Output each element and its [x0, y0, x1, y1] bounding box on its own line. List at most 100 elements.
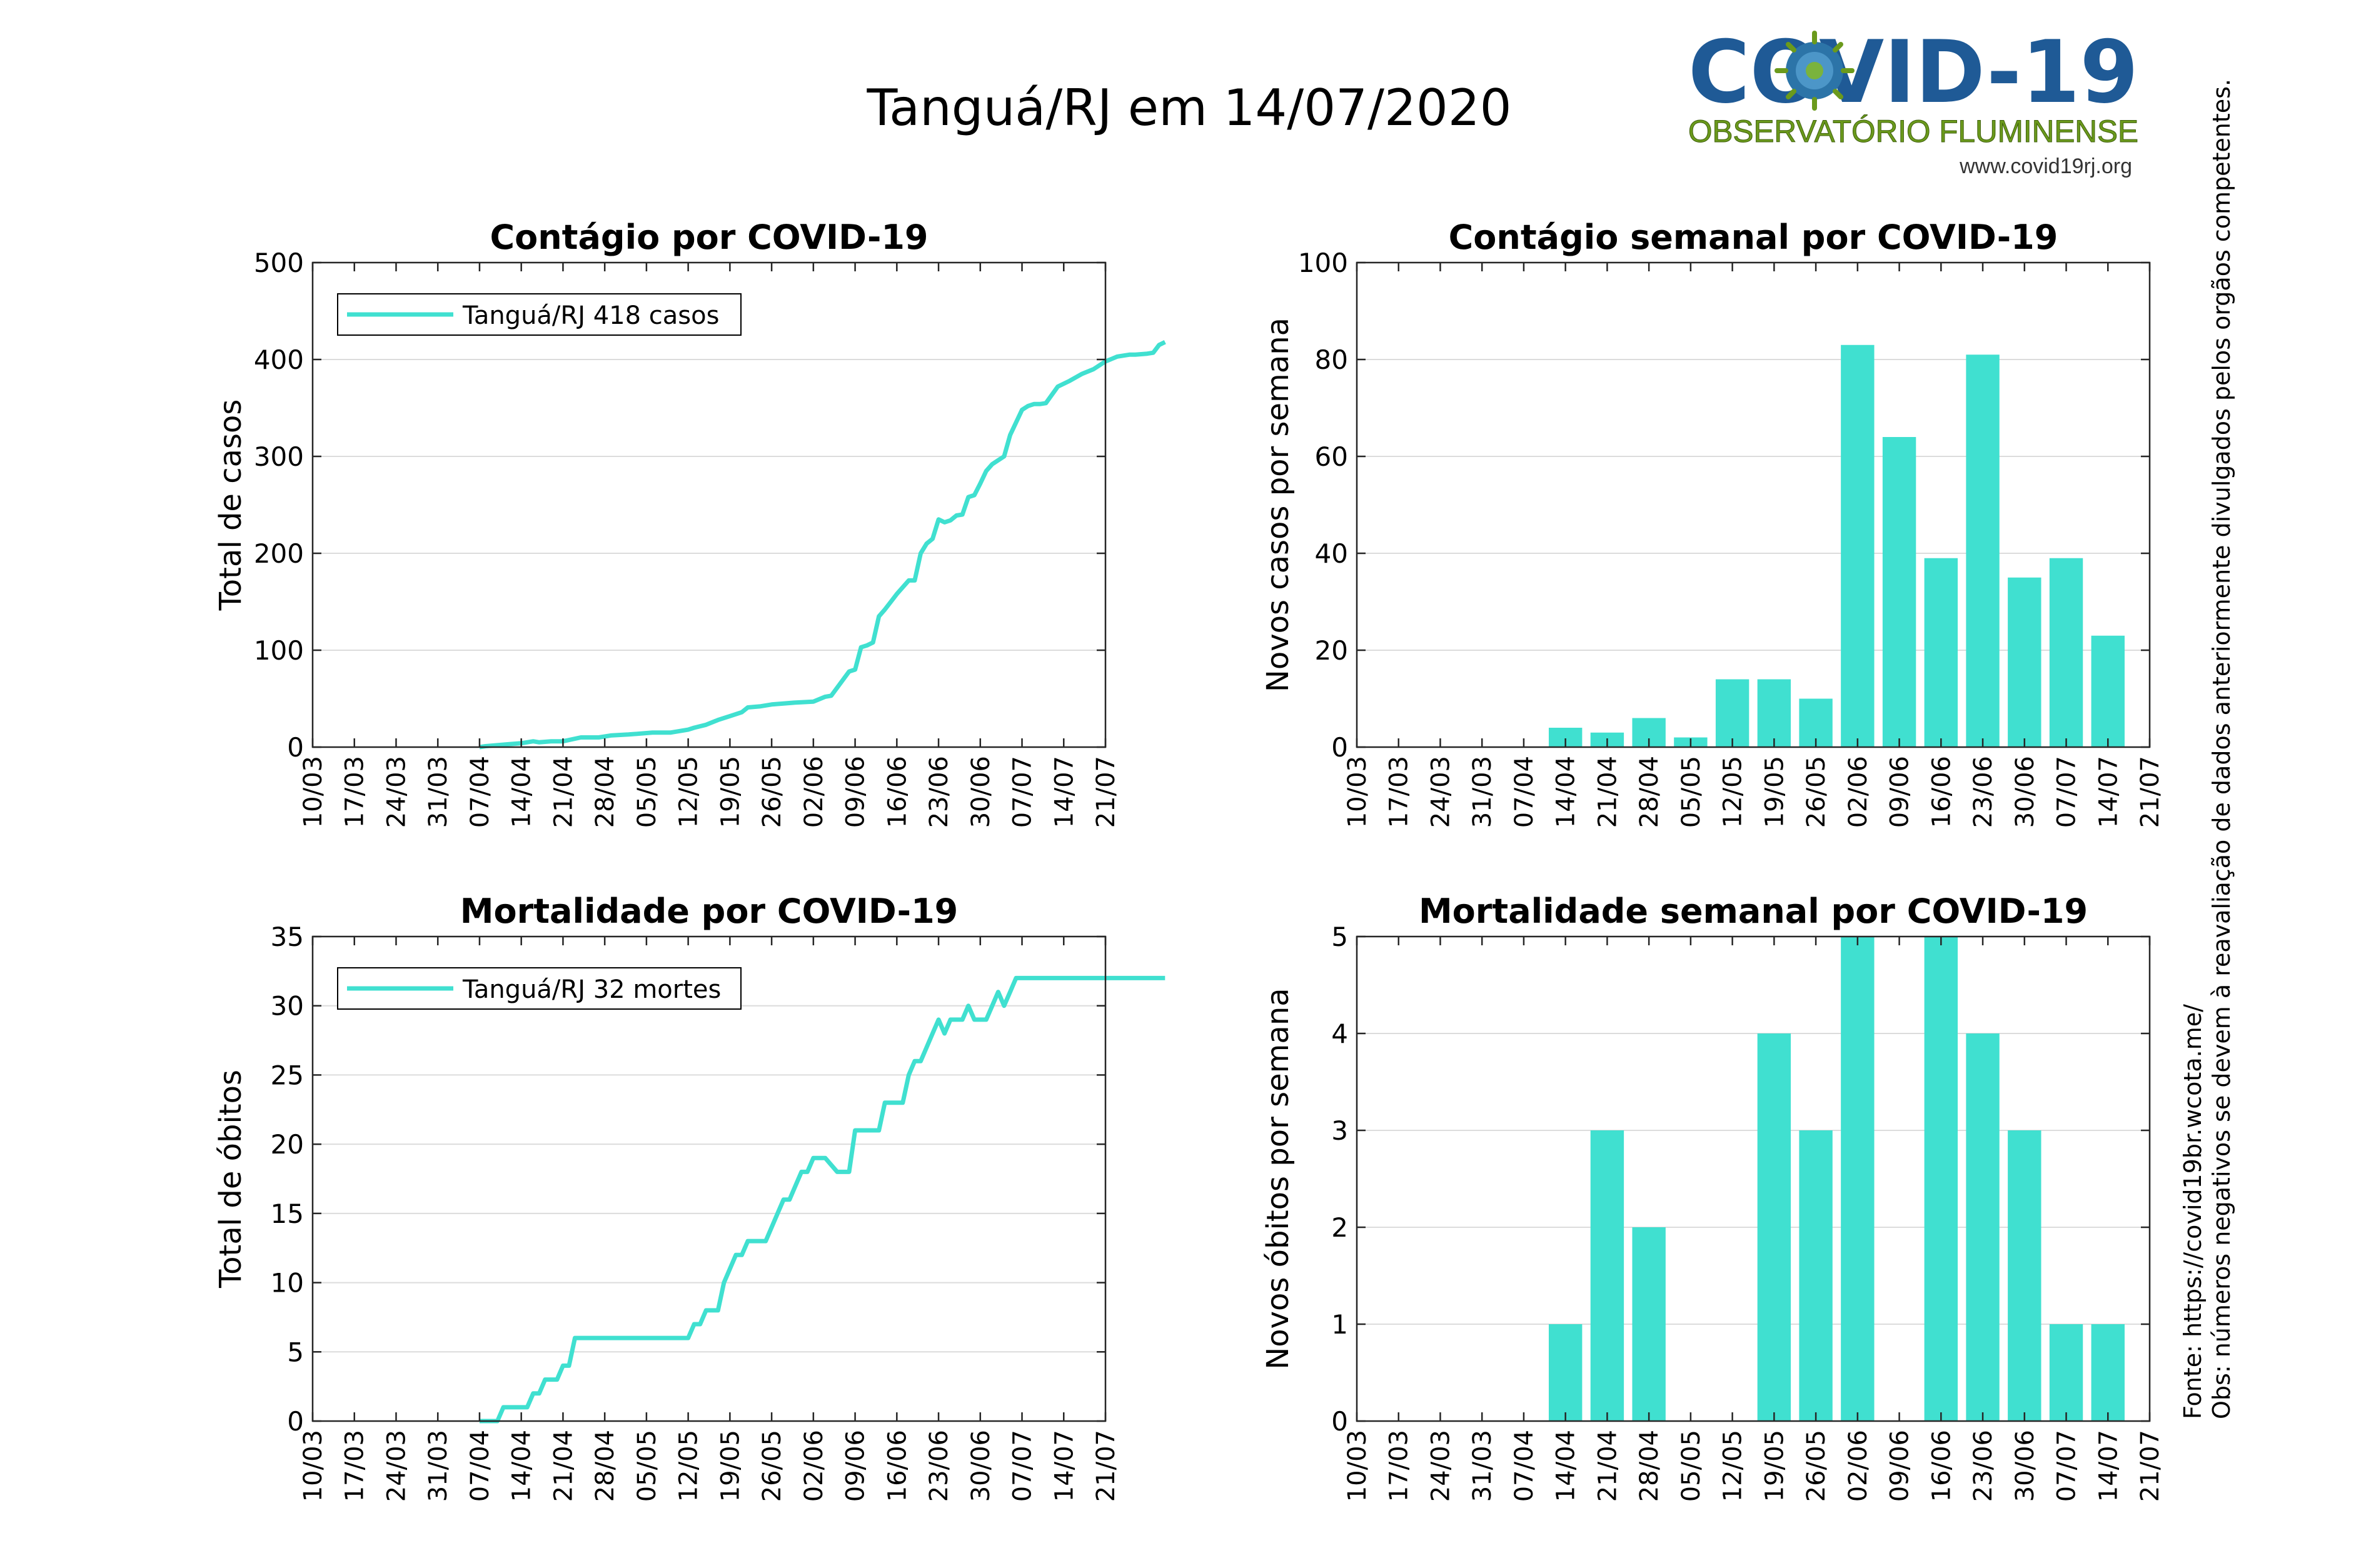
x-tick-label: 05/05 [1677, 756, 1706, 828]
bar [1924, 937, 1958, 1421]
y-tick-label: 0 [287, 732, 304, 763]
x-tick-label: 05/05 [633, 1430, 662, 1502]
x-tick-label: 30/06 [967, 1430, 995, 1502]
bar [1966, 354, 2000, 747]
x-tick-label: 24/03 [1426, 756, 1455, 828]
legend: Tanguá/RJ 418 casos [337, 293, 742, 336]
bar [1715, 679, 1749, 747]
chart-title: Mortalidade por COVID-19 [460, 892, 958, 931]
x-tick-label: 19/05 [716, 756, 745, 828]
x-tick-label: 12/05 [675, 1430, 703, 1502]
x-tick-label: 02/06 [1844, 756, 1873, 828]
x-tick-label: 14/07 [1050, 1430, 1079, 1502]
bar [1757, 679, 1791, 747]
x-tick-label: 07/07 [2053, 1430, 2082, 1502]
y-tick-label: 500 [254, 248, 304, 278]
chart-title: Contágio por COVID-19 [490, 218, 928, 257]
x-tick-label: 17/03 [1385, 1430, 1414, 1502]
chart-cumulative-cases: 0 100 200 300 400 500 10/03 17/03 24/03 31/03 07/0… [213, 218, 1166, 828]
x-tick-label: 12/05 [1719, 1430, 1748, 1502]
x-tick-label: 12/05 [1719, 756, 1748, 828]
y-tick-label: 1 [1331, 1309, 1348, 1340]
x-tick-label: 26/05 [758, 756, 787, 828]
x-tick-label: 31/03 [1468, 756, 1497, 828]
y-axis-label: Total de óbitos [213, 1070, 248, 1289]
x-tick-label: 21/04 [1593, 1430, 1622, 1502]
x-tick-label: 02/06 [800, 1430, 828, 1502]
x-tick-label: 17/03 [341, 1430, 370, 1502]
x-tick-label: 31/03 [424, 756, 453, 828]
bar [2008, 1130, 2041, 1421]
x-tick-label: 07/07 [1009, 756, 1037, 828]
x-tick-label: 30/06 [967, 756, 995, 828]
x-tick-label: 09/06 [1886, 756, 1915, 828]
x-tick-label: 30/06 [2011, 756, 2040, 828]
x-tick-label: 14/07 [1050, 756, 1079, 828]
logo-main-text: COVID-19 [1688, 22, 2138, 123]
x-tick-label: 14/04 [1552, 756, 1581, 828]
y-tick-label: 0 [287, 1406, 304, 1437]
y-tick-label: 20 [271, 1129, 304, 1160]
y-axis-label: Novos óbitos por semana [1261, 988, 1296, 1369]
x-tick-label: 19/05 [716, 1430, 745, 1502]
x-tick-label: 23/06 [1969, 1430, 1998, 1502]
y-tick-label: 0 [1331, 1406, 1348, 1437]
x-tick-label: 09/06 [842, 1430, 870, 1502]
legend-label: Tanguá/RJ 32 mortes [462, 975, 721, 1004]
x-tick-label: 14/04 [1552, 1430, 1581, 1502]
y-axis-label: Novos casos por semana [1261, 318, 1296, 692]
x-tick-label: 24/03 [382, 756, 411, 828]
x-tick-label: 14/07 [2094, 756, 2123, 828]
x-tick-label: 09/06 [1886, 1430, 1915, 1502]
x-tick-label: 30/06 [2011, 1430, 2040, 1502]
y-tick-label: 100 [254, 635, 304, 666]
bar [1799, 1130, 1833, 1421]
x-tick-label: 21/04 [1593, 756, 1622, 828]
y-tick-label: 15 [271, 1199, 304, 1229]
x-tick-label: 07/07 [2053, 756, 2082, 828]
covid-logo: COVID-19 OBSERVATÓRIO FLUMINENSE www.cov… [1688, 22, 2139, 178]
bar [2049, 1324, 2083, 1421]
bar [2008, 577, 2041, 747]
x-tick-label: 02/06 [1844, 1430, 1873, 1502]
y-tick-label: 40 [1315, 538, 1348, 569]
x-tick-label: 26/05 [1802, 1430, 1831, 1502]
virus-icon [1774, 31, 1855, 111]
y-tick-label: 25 [271, 1060, 304, 1090]
x-tick-label: 28/04 [591, 756, 620, 828]
x-tick-label: 23/06 [925, 1430, 954, 1502]
x-tick-label: 14/04 [508, 756, 536, 828]
bar [1882, 437, 1916, 747]
logo-subtitle: OBSERVATÓRIO FLUMINENSE [1688, 114, 2138, 149]
bar [1757, 1033, 1791, 1421]
side-note-obs: Obs: números negativos se devem à reaval… [2208, 79, 2235, 1419]
x-tick-label: 21/07 [1092, 1430, 1120, 1502]
x-tick-label: 21/07 [2136, 1430, 2165, 1502]
x-tick-label: 14/07 [2094, 1430, 2123, 1502]
y-tick-label: 10 [271, 1268, 304, 1299]
x-tick-label: 24/03 [1426, 1430, 1455, 1502]
x-tick-label: 10/03 [1343, 756, 1372, 828]
x-tick-label: 17/03 [341, 756, 370, 828]
x-tick-label: 07/04 [466, 756, 495, 828]
y-tick-label: 20 [1315, 635, 1348, 666]
x-tick-label: 07/04 [1510, 1430, 1539, 1502]
y-tick-label: 200 [254, 538, 304, 569]
y-tick-label: 300 [254, 441, 304, 472]
figure-title: Tanguá/RJ em 14/07/2020 [866, 79, 1511, 137]
series-line [479, 339, 1166, 750]
bar [1966, 1033, 2000, 1421]
x-tick-label: 07/04 [466, 1430, 495, 1502]
x-tick-label: 17/03 [1385, 756, 1414, 828]
x-tick-label: 05/05 [633, 756, 662, 828]
y-tick-label: 30 [271, 991, 304, 1022]
x-tick-label: 09/06 [842, 756, 870, 828]
bar [2091, 1324, 2125, 1421]
x-tick-label: 21/07 [2136, 756, 2165, 828]
x-tick-label: 23/06 [1969, 756, 1998, 828]
x-tick-label: 14/04 [508, 1430, 536, 1502]
x-tick-label: 16/06 [1927, 756, 1956, 828]
legend-label: Tanguá/RJ 418 casos [462, 301, 719, 330]
